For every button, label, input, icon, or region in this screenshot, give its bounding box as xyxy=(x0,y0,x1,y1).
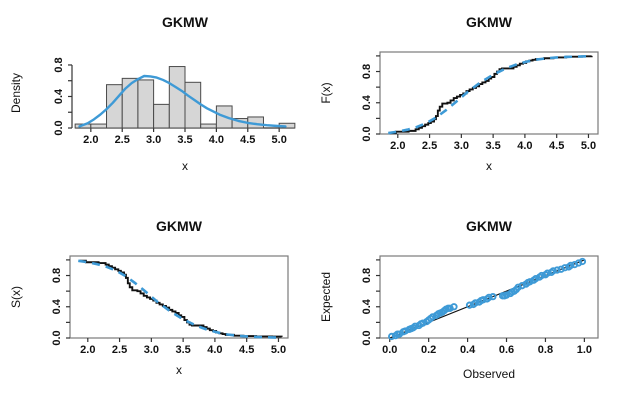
y-axis-label: F(x) xyxy=(319,82,333,103)
y-tick-label: 0.0 xyxy=(53,120,65,135)
plot-title: GKMW xyxy=(162,14,209,30)
x-tick-label: 0.0 xyxy=(382,344,397,356)
data-point xyxy=(465,301,474,309)
data-point xyxy=(388,332,396,341)
pp-plot: 0.0 0.2 0.4 0.6 0.8 1.0 0.0 0.4 0.8 GKMW Observe… xyxy=(319,218,599,381)
y-axis-label: Density xyxy=(9,73,23,113)
x-axis-label: x xyxy=(182,159,188,173)
y-axis-label: Expected xyxy=(319,272,333,322)
x-tick-label: 4.0 xyxy=(517,140,532,152)
data-point xyxy=(471,299,480,307)
cdf-plot: 2.0 2.5 3.0 3.5 4.0 4.5 5.0 0.0 0.4 0.8 GKMW x F(… xyxy=(319,14,599,173)
x-tick-label: 4.5 xyxy=(240,134,255,146)
plot-area: 2.0 2.5 3.0 3.5 4.0 4.5 5.0 0.0 0.4 0.8 xyxy=(53,57,296,146)
plot-title: GKMW xyxy=(156,218,203,234)
plot-area: 0.0 0.2 0.4 0.6 0.8 1.0 0.0 0.4 0.8 xyxy=(361,255,599,356)
data-point xyxy=(411,322,419,330)
data-point xyxy=(561,264,569,272)
histogram-bar xyxy=(90,123,108,129)
data-point xyxy=(479,296,487,304)
panel-pp-plot: 0.0 0.2 0.4 0.6 0.8 1.0 0.0 0.4 0.8 GKMW Observe… xyxy=(310,204,620,408)
y-tick-label: 0.0 xyxy=(361,330,373,345)
plot-frame xyxy=(379,51,599,135)
x-tick-label: 2.0 xyxy=(83,134,98,146)
y-tick-label: 0.4 xyxy=(53,88,65,104)
y-tick-label: 0.4 xyxy=(51,298,63,314)
x-tick-label: 4.0 xyxy=(207,344,222,356)
x-tick-label: 5.0 xyxy=(581,140,596,152)
plot-area: 2.0 2.5 3.0 3.5 4.0 4.5 5.0 0.0 0.4 0.8 xyxy=(361,51,599,152)
panel-density-histogram: 2.0 2.5 3.0 3.5 4.0 4.5 5.0 0.0 0.4 0.8 GKMW x De… xyxy=(0,0,310,204)
data-point xyxy=(485,293,493,302)
x-tick-label: 3.5 xyxy=(485,140,500,152)
x-tick-label: 2.0 xyxy=(390,140,405,152)
y-tick-label: 0.0 xyxy=(51,330,63,345)
x-tick-label: 3.0 xyxy=(454,140,469,152)
x-tick-label: 0.4 xyxy=(460,344,476,356)
x-tick-label: 1.0 xyxy=(577,344,592,356)
data-point xyxy=(543,269,552,277)
y-tick-label: 0.4 xyxy=(361,298,373,314)
plot-area: 2.0 2.5 3.0 3.5 4.0 4.5 5.0 0.0 0.4 0.8 xyxy=(51,255,289,356)
x-tick-label: 2.5 xyxy=(112,344,127,356)
plot-frame xyxy=(379,255,599,339)
x-tick-label: 3.0 xyxy=(146,134,161,146)
x-tick-label: 4.0 xyxy=(209,134,224,146)
x-tick-label: 5.0 xyxy=(271,344,286,356)
x-tick-label: 3.5 xyxy=(175,344,190,356)
plot-frame xyxy=(69,255,289,339)
data-point xyxy=(567,261,575,270)
y-tick-label: 0.0 xyxy=(361,126,373,141)
y-tick-label: 0.8 xyxy=(53,57,65,72)
empirical-survival-line xyxy=(79,259,283,338)
y-tick-label: 0.8 xyxy=(361,64,373,79)
x-tick-label: 4.5 xyxy=(549,140,564,152)
x-tick-label: 2.0 xyxy=(80,344,95,356)
histogram-bar xyxy=(184,81,202,129)
data-point xyxy=(489,292,497,301)
x-axis-label: Observed xyxy=(463,367,515,381)
histogram-bar xyxy=(168,66,186,129)
data-point xyxy=(450,303,458,311)
data-point xyxy=(537,271,546,280)
histogram-bar xyxy=(137,79,155,129)
x-tick-label: 2.5 xyxy=(422,140,437,152)
plot-title: GKMW xyxy=(466,218,513,234)
plot-title: GKMW xyxy=(466,14,513,30)
x-tick-label: 3.0 xyxy=(144,344,159,356)
histogram-plot: 2.0 2.5 3.0 3.5 4.0 4.5 5.0 0.0 0.4 0.8 GKMW x De… xyxy=(9,14,296,173)
y-tick-label: 0.4 xyxy=(361,94,373,110)
x-tick-label: 4.5 xyxy=(239,344,254,356)
histogram-bar xyxy=(200,123,217,129)
x-axis-label: x xyxy=(176,363,182,377)
y-tick-label: 0.8 xyxy=(361,268,373,283)
panel-survival: 2.0 2.5 3.0 3.5 4.0 4.5 5.0 0.0 0.4 0.8 GKMW x S(… xyxy=(0,204,310,408)
empirical-cdf-line xyxy=(389,55,593,135)
fitted-survival-line xyxy=(78,259,282,339)
survival-plot: 2.0 2.5 3.0 3.5 4.0 4.5 5.0 0.0 0.4 0.8 GKMW x S(… xyxy=(9,218,289,377)
fitted-density-curve xyxy=(78,74,287,128)
x-tick-label: 2.5 xyxy=(115,134,130,146)
histogram-bar xyxy=(153,103,170,129)
data-point xyxy=(549,267,557,275)
x-axis-label: x xyxy=(486,159,492,173)
y-tick-label: 0.8 xyxy=(51,268,63,283)
fitted-cdf-line xyxy=(388,54,592,135)
x-tick-label: 3.5 xyxy=(177,134,192,146)
x-tick-label: 5.0 xyxy=(272,134,287,146)
x-tick-label: 0.8 xyxy=(538,344,553,356)
data-point xyxy=(578,257,587,266)
y-axis-label: S(x) xyxy=(9,286,23,308)
data-point xyxy=(553,266,561,274)
x-tick-label: 0.2 xyxy=(421,344,436,356)
x-tick-label: 0.6 xyxy=(499,344,514,356)
panel-cdf: 2.0 2.5 3.0 3.5 4.0 4.5 5.0 0.0 0.4 0.8 GKMW x F(… xyxy=(310,0,620,204)
